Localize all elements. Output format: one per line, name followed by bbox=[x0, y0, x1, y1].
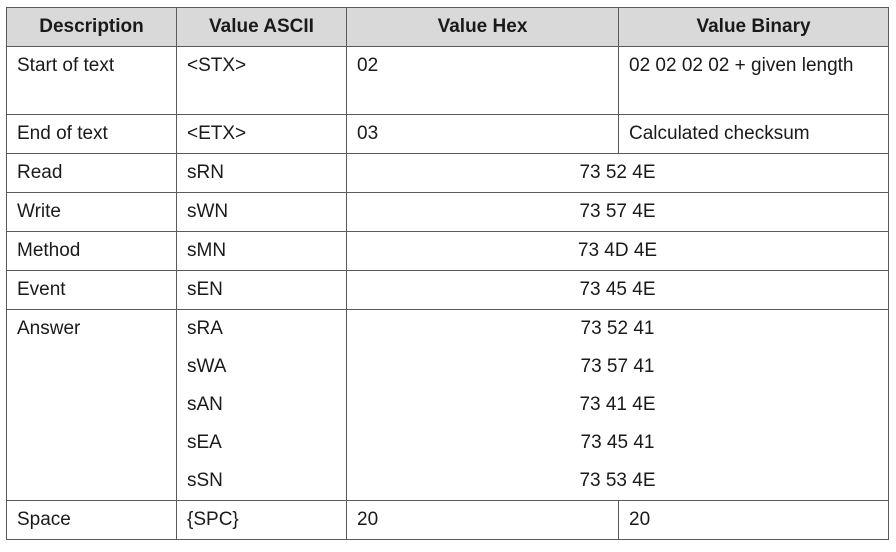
cell-hex: 03 bbox=[346, 114, 619, 154]
header-value-binary: Value Binary bbox=[618, 7, 889, 47]
cell-hex-binary: 73 52 4E bbox=[346, 153, 889, 193]
cell-description: Write bbox=[6, 192, 177, 232]
table-row-event: Event sEN 73 45 4E bbox=[6, 270, 889, 310]
cell-hex-binary-list: 73 52 41 73 57 41 73 41 4E 73 45 41 73 5… bbox=[346, 309, 889, 501]
header-value-hex: Value Hex bbox=[346, 7, 619, 47]
answer-hex-item: 73 52 41 bbox=[580, 318, 655, 339]
answer-hex-item: 73 41 4E bbox=[579, 394, 656, 415]
cell-ascii: sMN bbox=[176, 231, 347, 271]
cell-ascii: sEN bbox=[176, 270, 347, 310]
cell-description: End of text bbox=[6, 114, 177, 154]
cell-ascii: {SPC} bbox=[176, 500, 347, 540]
table-row-write: Write sWN 73 57 4E bbox=[6, 192, 889, 232]
answer-ascii-item: sEA bbox=[187, 432, 222, 453]
cell-description: Start of text bbox=[6, 46, 177, 115]
answer-hex-item: 73 57 41 bbox=[580, 356, 655, 377]
answer-ascii-item: sRA bbox=[187, 318, 223, 339]
table-row-answer: Answer sRA sWA sAN sEA sSN 73 52 41 73 5… bbox=[6, 309, 889, 501]
answer-ascii-item: sAN bbox=[187, 394, 223, 415]
cell-hex-binary: 73 45 4E bbox=[346, 270, 889, 310]
cell-description: Read bbox=[6, 153, 177, 193]
protocol-table: Description Value ASCII Value Hex Value … bbox=[6, 7, 889, 540]
cell-ascii: <STX> bbox=[176, 46, 347, 115]
answer-ascii-item: sSN bbox=[187, 470, 223, 491]
cell-description: Method bbox=[6, 231, 177, 271]
cell-hex-binary: 73 4D 4E bbox=[346, 231, 889, 271]
cell-binary: Calculated checksum bbox=[618, 114, 889, 154]
table-row-start-of-text: Start of text <STX> 02 02 02 02 02 + giv… bbox=[6, 46, 889, 115]
cell-description: Answer bbox=[6, 309, 177, 501]
table-row-read: Read sRN 73 52 4E bbox=[6, 153, 889, 193]
cell-ascii: <ETX> bbox=[176, 114, 347, 154]
cell-binary: 20 bbox=[618, 500, 889, 540]
table-row-method: Method sMN 73 4D 4E bbox=[6, 231, 889, 271]
cell-ascii: sWN bbox=[176, 192, 347, 232]
cell-ascii-list: sRA sWA sAN sEA sSN bbox=[176, 309, 347, 501]
answer-ascii-item: sWA bbox=[187, 356, 227, 377]
protocol-table-container: Description Value ASCII Value Hex Value … bbox=[6, 7, 889, 540]
header-row: Description Value ASCII Value Hex Value … bbox=[6, 7, 889, 47]
answer-hex-item: 73 53 4E bbox=[579, 470, 656, 491]
cell-ascii: sRN bbox=[176, 153, 347, 193]
cell-description: Event bbox=[6, 270, 177, 310]
table-row-end-of-text: End of text <ETX> 03 Calculated checksum bbox=[6, 114, 889, 154]
cell-binary: 02 02 02 02 + given length bbox=[618, 46, 889, 115]
header-value-ascii: Value ASCII bbox=[176, 7, 347, 47]
cell-hex: 02 bbox=[346, 46, 619, 115]
cell-description: Space bbox=[6, 500, 177, 540]
cell-hex: 20 bbox=[346, 500, 619, 540]
cell-hex-binary: 73 57 4E bbox=[346, 192, 889, 232]
answer-hex-item: 73 45 41 bbox=[580, 432, 655, 453]
table-row-space: Space {SPC} 20 20 bbox=[6, 500, 889, 540]
header-description: Description bbox=[6, 7, 177, 47]
